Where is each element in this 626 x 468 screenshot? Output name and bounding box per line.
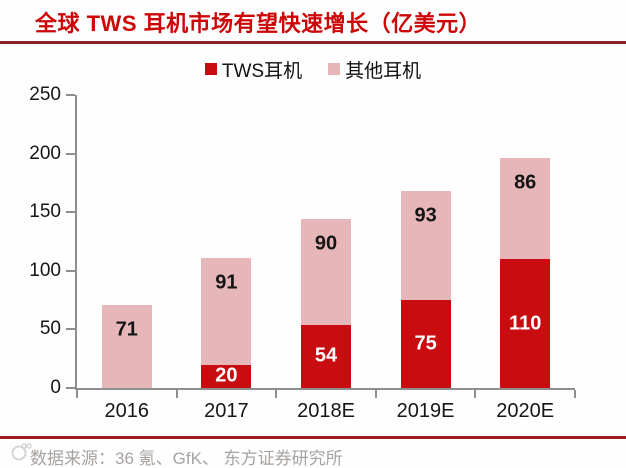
bar-value-label: 110	[509, 312, 542, 335]
y-axis-label: 250	[29, 84, 61, 105]
y-axis-tick	[66, 387, 75, 389]
x-axis-category-label: 2018E	[297, 400, 355, 422]
bar-segment-tws	[400, 300, 451, 388]
bar-segment-other	[301, 219, 351, 325]
x-axis-tick	[474, 390, 477, 398]
legend-label-other: 其他耳机	[345, 60, 422, 82]
bar-value-label: 20	[215, 364, 238, 387]
data-source-text: 数据来源：36 氪、GfK、 东方证券研究所	[30, 449, 343, 468]
bar-segment-tws	[500, 259, 551, 388]
chart-title: 全球 TWS 耳机市场有望快速增长（亿美元）	[35, 11, 482, 36]
bar-segment-tws	[201, 364, 252, 388]
x-axis-tick	[76, 390, 78, 398]
y-axis-label: 0	[50, 377, 61, 398]
y-axis-tick	[66, 152, 75, 155]
y-axis-label: 150	[29, 201, 61, 223]
watermark-logo	[10, 440, 32, 467]
x-axis-category-label: 2017	[204, 400, 249, 422]
bar-value-label: 90	[314, 232, 338, 255]
x-axis-category-label: 2019E	[396, 400, 455, 422]
y-axis-tick	[66, 328, 75, 331]
bar-value-label: 71	[115, 318, 138, 341]
bar-segment-other	[201, 257, 252, 365]
other-swatch-icon	[328, 63, 341, 75]
y-axis-label: 50	[39, 318, 61, 340]
legend-item-tws: TWS耳机	[204, 56, 303, 83]
bar-value-label: 91	[215, 271, 238, 294]
title-divider-line	[0, 41, 626, 44]
bar-value-label: 93	[414, 204, 437, 227]
x-axis-category-label: 2016	[104, 400, 150, 422]
plot-area: 0 50 100 150 200 250 2016 71 2017 20 91 2018E 54 90 20…	[29, 84, 576, 422]
bar-segment-other	[500, 158, 551, 260]
y-axis-tick	[66, 94, 75, 96]
y-axis-tick	[66, 211, 75, 214]
x-axis-tick	[175, 390, 178, 398]
bar-segment-other	[400, 191, 451, 301]
x-axis-tick	[374, 390, 377, 398]
bar-value-label: 86	[514, 171, 537, 194]
bar-segment-tws	[301, 324, 351, 388]
x-axis-tick	[574, 390, 576, 398]
y-axis-label: 200	[29, 142, 61, 164]
legend-item-other: 其他耳机	[328, 56, 421, 83]
y-axis-tick	[66, 269, 75, 272]
x-axis-tick	[275, 390, 278, 398]
bar-value-label: 75	[414, 332, 437, 355]
footer-divider-line	[0, 436, 626, 439]
legend-label-tws: TWS耳机	[221, 60, 303, 82]
y-axis-label: 100	[29, 259, 61, 281]
legend: TWS耳机 其他耳机	[0, 56, 626, 83]
bar-value-label: 54	[314, 344, 338, 367]
x-axis-category-label: 2020E	[496, 400, 555, 422]
bar-segment-other	[101, 304, 152, 388]
tws-swatch-icon	[204, 63, 217, 75]
